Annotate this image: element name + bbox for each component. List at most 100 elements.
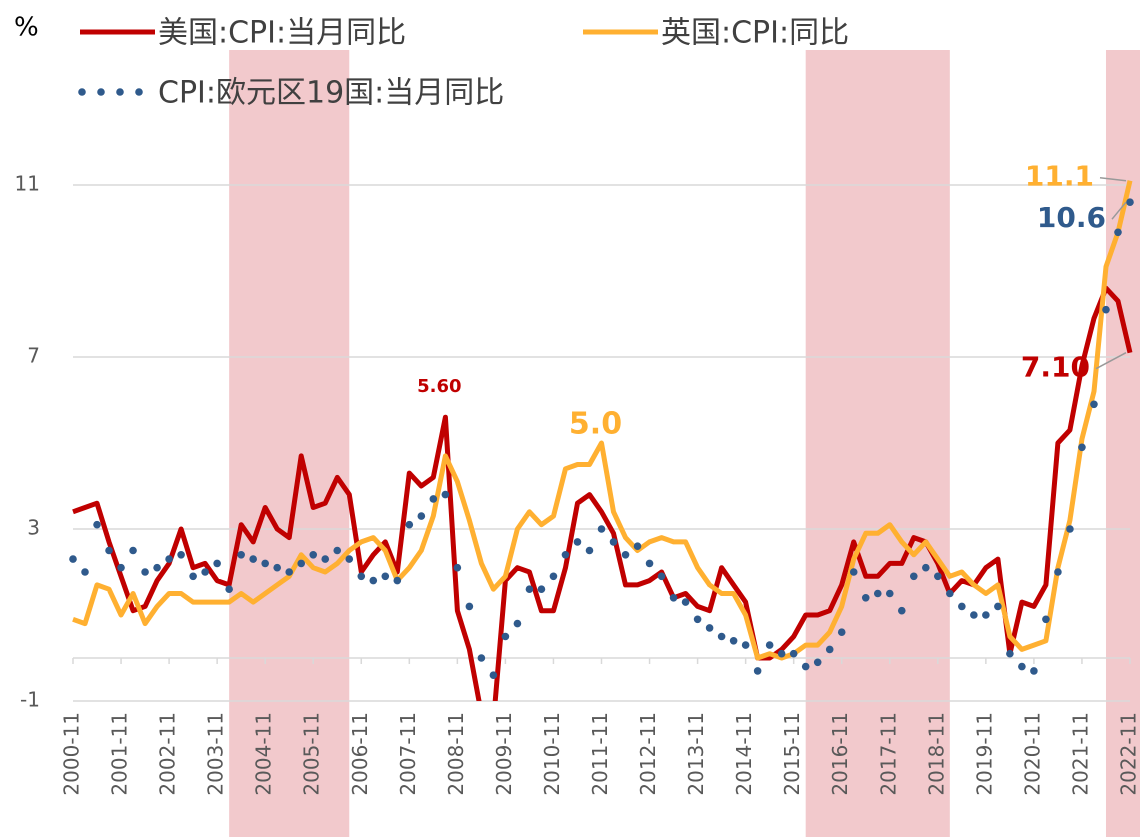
data-point bbox=[333, 546, 342, 555]
y-tick-label: 11 bbox=[15, 172, 40, 196]
data-point bbox=[441, 490, 450, 499]
x-tick-label: 2022-11 bbox=[1117, 712, 1140, 796]
data-point bbox=[849, 568, 858, 576]
data-point bbox=[1042, 615, 1050, 624]
data-point bbox=[885, 589, 894, 598]
data-point bbox=[357, 572, 366, 581]
data-point bbox=[201, 568, 209, 576]
data-point bbox=[489, 671, 498, 679]
data-point bbox=[405, 520, 414, 529]
y-tick-label: -1 bbox=[20, 688, 40, 712]
value-label: 11.1 bbox=[1025, 160, 1094, 193]
x-tick-label: 2010-11 bbox=[540, 712, 564, 796]
data-point bbox=[309, 551, 318, 559]
data-point bbox=[777, 649, 786, 658]
shaded-period bbox=[229, 50, 350, 837]
x-tick-label: 2017-11 bbox=[876, 712, 900, 796]
data-point bbox=[321, 555, 330, 563]
data-point bbox=[741, 641, 750, 649]
data-point bbox=[681, 598, 690, 606]
data-point bbox=[970, 611, 978, 619]
data-point bbox=[633, 542, 642, 550]
data-point bbox=[801, 662, 810, 671]
value-label: 10.6 bbox=[1037, 201, 1106, 234]
x-tick-label: 2006-11 bbox=[348, 712, 372, 796]
data-point bbox=[417, 512, 426, 520]
x-tick-label: 2008-11 bbox=[444, 712, 468, 796]
x-tick-label: 2003-11 bbox=[204, 712, 228, 796]
y-tick-label: 7 bbox=[27, 344, 40, 368]
x-tick-label: 2013-11 bbox=[684, 712, 708, 796]
data-point bbox=[934, 572, 942, 581]
data-point bbox=[249, 555, 257, 563]
data-point bbox=[561, 551, 570, 559]
data-point bbox=[1018, 662, 1026, 671]
data-point bbox=[525, 585, 534, 593]
data-point bbox=[501, 632, 510, 641]
x-tick-label: 2019-11 bbox=[972, 712, 996, 796]
data-point bbox=[958, 602, 966, 611]
data-point bbox=[693, 615, 702, 624]
legend-symbol bbox=[135, 88, 143, 96]
y-axis-unit: % bbox=[14, 13, 39, 43]
data-point bbox=[393, 576, 402, 585]
data-point bbox=[909, 572, 918, 581]
data-point bbox=[621, 551, 630, 559]
data-point bbox=[573, 538, 582, 546]
data-point bbox=[213, 559, 221, 568]
x-tick-label: 2021-11 bbox=[1068, 712, 1092, 796]
y-tick-label: 3 bbox=[27, 516, 40, 540]
data-point bbox=[165, 555, 173, 563]
data-point bbox=[609, 538, 618, 546]
value-label: 5.0 bbox=[569, 407, 622, 442]
data-point bbox=[813, 658, 822, 667]
data-point bbox=[1078, 443, 1086, 452]
shaded-period bbox=[1105, 50, 1140, 837]
data-point bbox=[297, 559, 306, 568]
data-point bbox=[381, 572, 390, 581]
x-tick-label: 2004-11 bbox=[252, 712, 276, 796]
data-point bbox=[345, 555, 354, 563]
legend-symbol bbox=[97, 88, 105, 96]
shaded-period bbox=[805, 50, 950, 837]
value-label: 7.10 bbox=[1021, 351, 1090, 384]
x-tick-label: 2016-11 bbox=[828, 712, 852, 796]
data-point bbox=[477, 654, 486, 662]
data-point bbox=[1006, 649, 1014, 658]
data-point bbox=[1066, 525, 1074, 533]
data-point bbox=[861, 594, 870, 602]
data-point bbox=[705, 624, 714, 632]
data-point bbox=[717, 632, 726, 641]
data-point bbox=[1126, 198, 1134, 206]
data-point bbox=[825, 645, 834, 654]
data-point bbox=[1102, 305, 1110, 314]
data-point bbox=[753, 667, 762, 675]
data-point bbox=[453, 563, 462, 572]
data-point bbox=[537, 585, 546, 593]
data-point bbox=[105, 546, 113, 555]
x-tick-label: 2002-11 bbox=[156, 712, 180, 796]
legend-label: 英国:CPI:同比 bbox=[661, 16, 849, 51]
data-point bbox=[645, 559, 654, 568]
series bbox=[69, 180, 1134, 701]
data-point bbox=[69, 555, 77, 563]
data-point bbox=[285, 568, 294, 576]
data-point bbox=[789, 649, 798, 658]
data-point bbox=[1114, 228, 1122, 237]
x-tick-label: 2007-11 bbox=[396, 712, 420, 796]
x-tick-label: 2018-11 bbox=[924, 712, 948, 796]
x-tick-label: 2009-11 bbox=[492, 712, 516, 796]
data-point bbox=[597, 525, 606, 533]
data-point bbox=[129, 546, 137, 555]
data-point bbox=[177, 551, 185, 559]
data-point bbox=[237, 551, 245, 559]
series-line bbox=[72, 285, 1133, 701]
data-point bbox=[669, 594, 678, 602]
legend-symbol bbox=[116, 88, 124, 96]
data-point bbox=[93, 520, 101, 529]
data-point bbox=[922, 563, 930, 572]
data-point bbox=[946, 589, 954, 598]
legend-label: 美国:CPI:当月同比 bbox=[158, 16, 406, 51]
grid: -1 3 7 11 2000-11 2001-11 2002-11 2003-11 2004-1… bbox=[15, 172, 1140, 796]
data-point bbox=[657, 572, 666, 581]
